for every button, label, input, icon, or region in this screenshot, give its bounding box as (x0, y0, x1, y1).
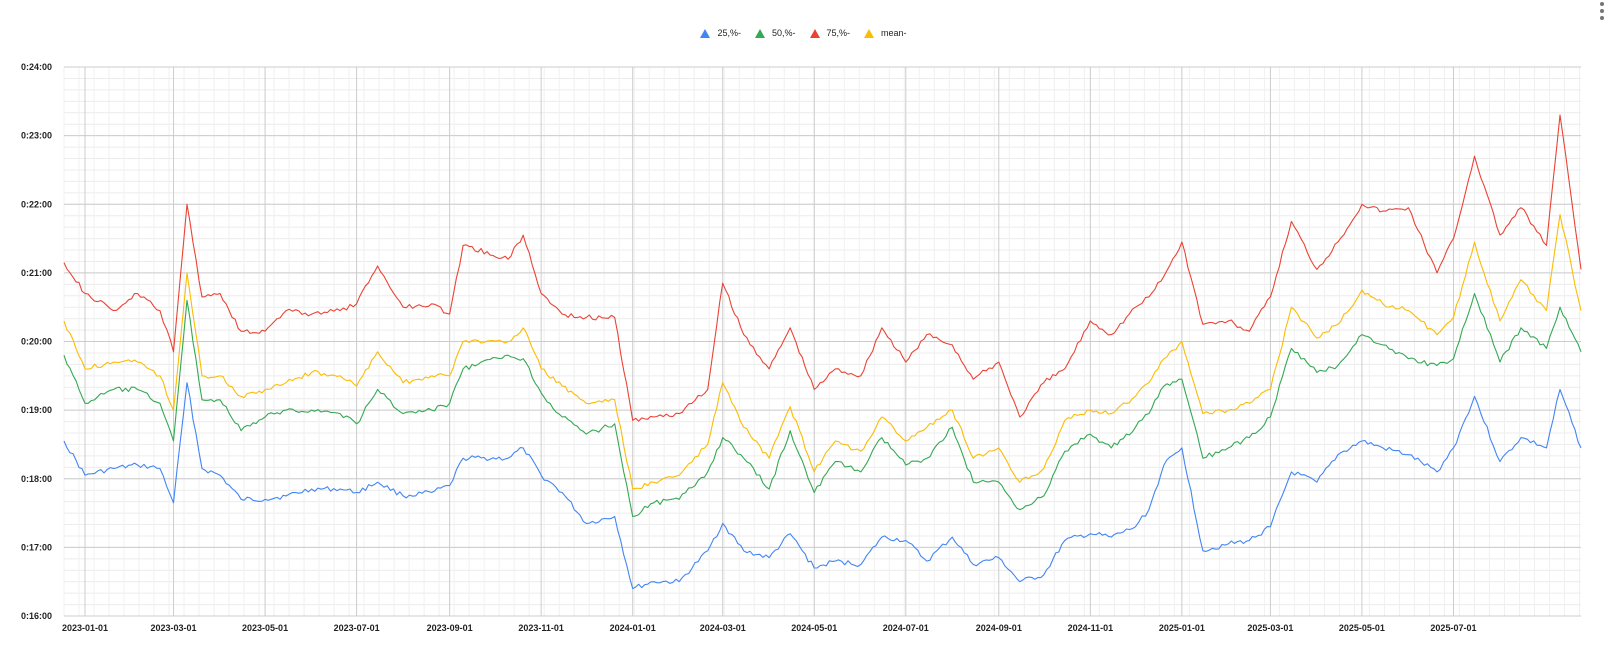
legend-item-50[interactable]: 50,%- (754, 28, 796, 38)
x-tick-label: 2023-03-01 (151, 623, 197, 633)
series-line-2 (63, 114, 1582, 422)
legend-item-25[interactable]: 25,%- (700, 28, 741, 38)
y-tick-label: 0:24:00 (21, 62, 52, 72)
x-tick-label: 2024-11-01 (1068, 623, 1114, 633)
x-tick-label: 2023-11-01 (518, 623, 564, 633)
legend-marker-icon (809, 28, 820, 38)
x-tick-label: 2023-05-01 (242, 623, 288, 633)
y-tick-label: 0:21:00 (21, 268, 52, 278)
x-tick-label: 2025-05-01 (1339, 623, 1385, 633)
series-line-0 (63, 382, 1582, 590)
x-tick-label: 2023-07-01 (334, 623, 380, 633)
x-axis: 2023-01-01 2023-03-01 2023-05-01 2023-07-01… (62, 623, 1476, 633)
y-tick-label: 0:23:00 (21, 131, 52, 141)
y-tick-label: 0:20:00 (21, 337, 52, 347)
y-tick-label: 0:17:00 (21, 542, 52, 552)
legend-label: 25,%- (717, 28, 741, 38)
x-tick-label: 2023-09-01 (427, 623, 473, 633)
series-line-3 (63, 213, 1582, 490)
legend-marker-icon (754, 28, 765, 38)
series-lines (63, 114, 1582, 590)
more-options-icon[interactable] (1599, 2, 1605, 20)
legend-label: 50,%- (771, 28, 796, 38)
legend-label: 75,%- (826, 28, 851, 38)
x-tick-label: 2025-01-01 (1159, 623, 1205, 633)
x-tick-label: 2024-03-01 (700, 623, 746, 633)
y-tick-label: 0:19:00 (21, 405, 52, 415)
x-tick-label: 2023-01-01 (62, 623, 108, 633)
legend: 25,%- 50,%- 75,%- mean- (0, 25, 1607, 41)
legend-marker-icon (700, 28, 711, 38)
y-axis: 0:16:00 0:17:00 0:18:00 0:19:00 0:20:00 0:21:… (21, 62, 52, 621)
legend-marker-icon (864, 28, 875, 38)
legend-label: mean- (881, 28, 907, 38)
x-tick-label: 2025-03-01 (1247, 623, 1293, 633)
y-tick-label: 0:16:00 (21, 611, 52, 621)
major-gridlines (64, 66, 1581, 617)
y-tick-label: 0:18:00 (21, 474, 52, 484)
x-tick-label: 2024-07-01 (883, 623, 929, 633)
x-tick-label: 2024-09-01 (976, 623, 1022, 633)
x-tick-label: 2024-01-01 (610, 623, 656, 633)
legend-item-75[interactable]: 75,%- (809, 28, 851, 38)
x-tick-label: 2025-07-01 (1430, 623, 1476, 633)
y-tick-label: 0:22:00 (21, 199, 52, 209)
series-line-1 (63, 292, 1582, 518)
legend-item-mean[interactable]: mean- (864, 28, 907, 38)
x-tick-label: 2024-05-01 (791, 623, 837, 633)
